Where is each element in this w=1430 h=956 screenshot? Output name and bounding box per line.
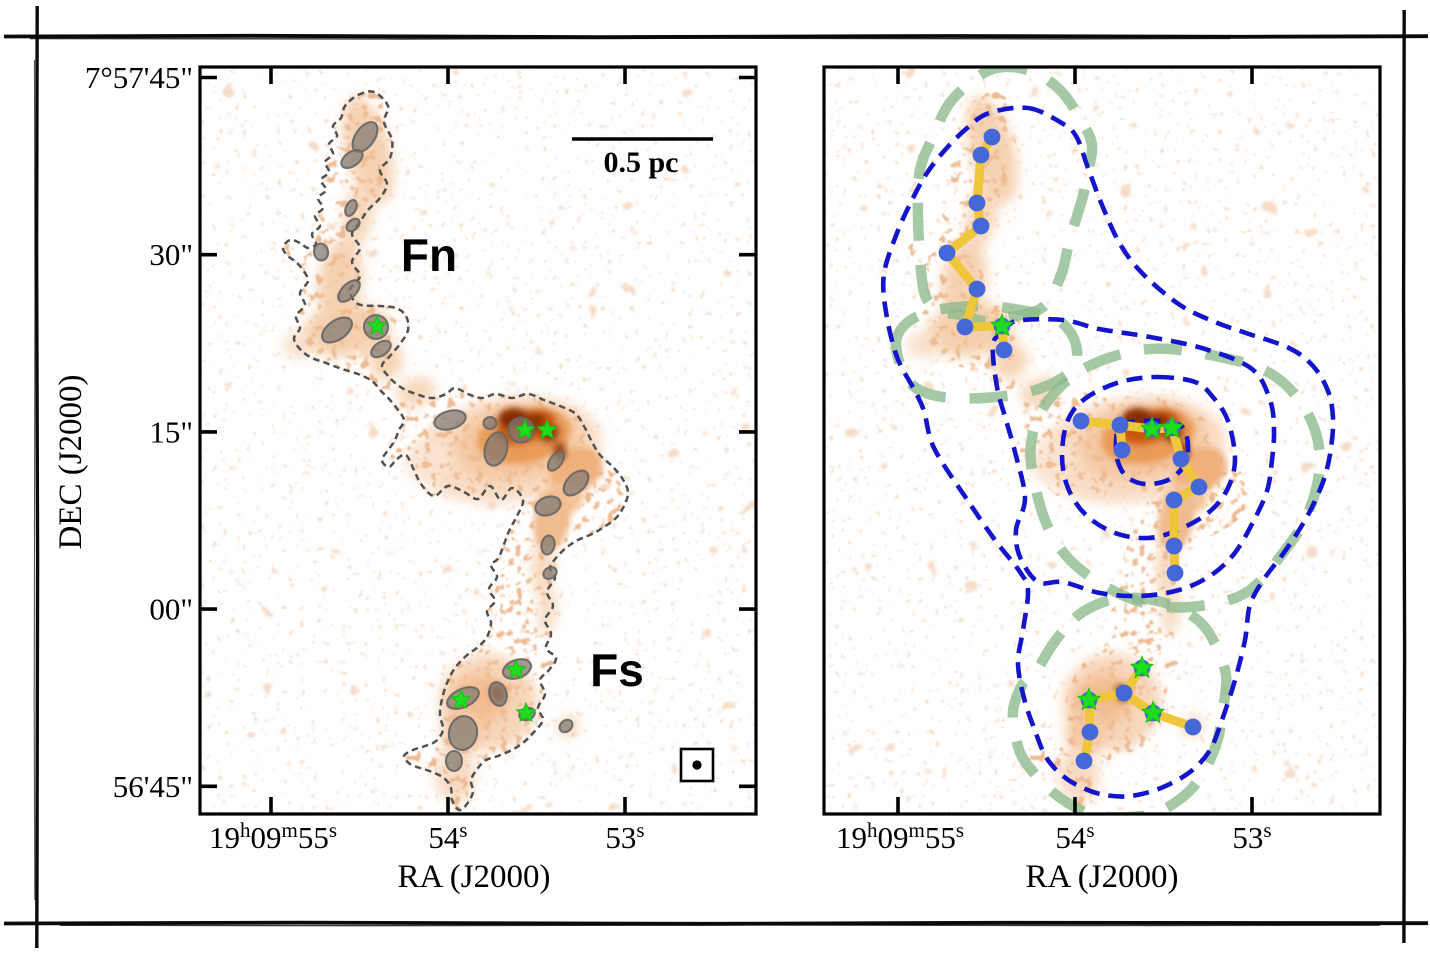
svg-text:Fs: Fs bbox=[590, 644, 644, 696]
svg-text:0.5 pc: 0.5 pc bbox=[604, 146, 679, 179]
svg-text:7°57'45": 7°57'45" bbox=[85, 60, 193, 95]
svg-text:00": 00" bbox=[149, 592, 193, 627]
svg-text:30": 30" bbox=[149, 237, 193, 272]
svg-text:RA (J2000): RA (J2000) bbox=[397, 859, 550, 895]
svg-text:19h09m55s: 19h09m55s bbox=[836, 818, 964, 855]
svg-text:19h09m55s: 19h09m55s bbox=[209, 818, 337, 855]
svg-text:56'45": 56'45" bbox=[113, 769, 193, 804]
svg-text:RA (J2000): RA (J2000) bbox=[1025, 859, 1178, 895]
svg-text:15": 15" bbox=[149, 414, 193, 449]
svg-text:DEC (J2000): DEC (J2000) bbox=[53, 374, 89, 549]
svg-text:Fn: Fn bbox=[401, 229, 457, 281]
